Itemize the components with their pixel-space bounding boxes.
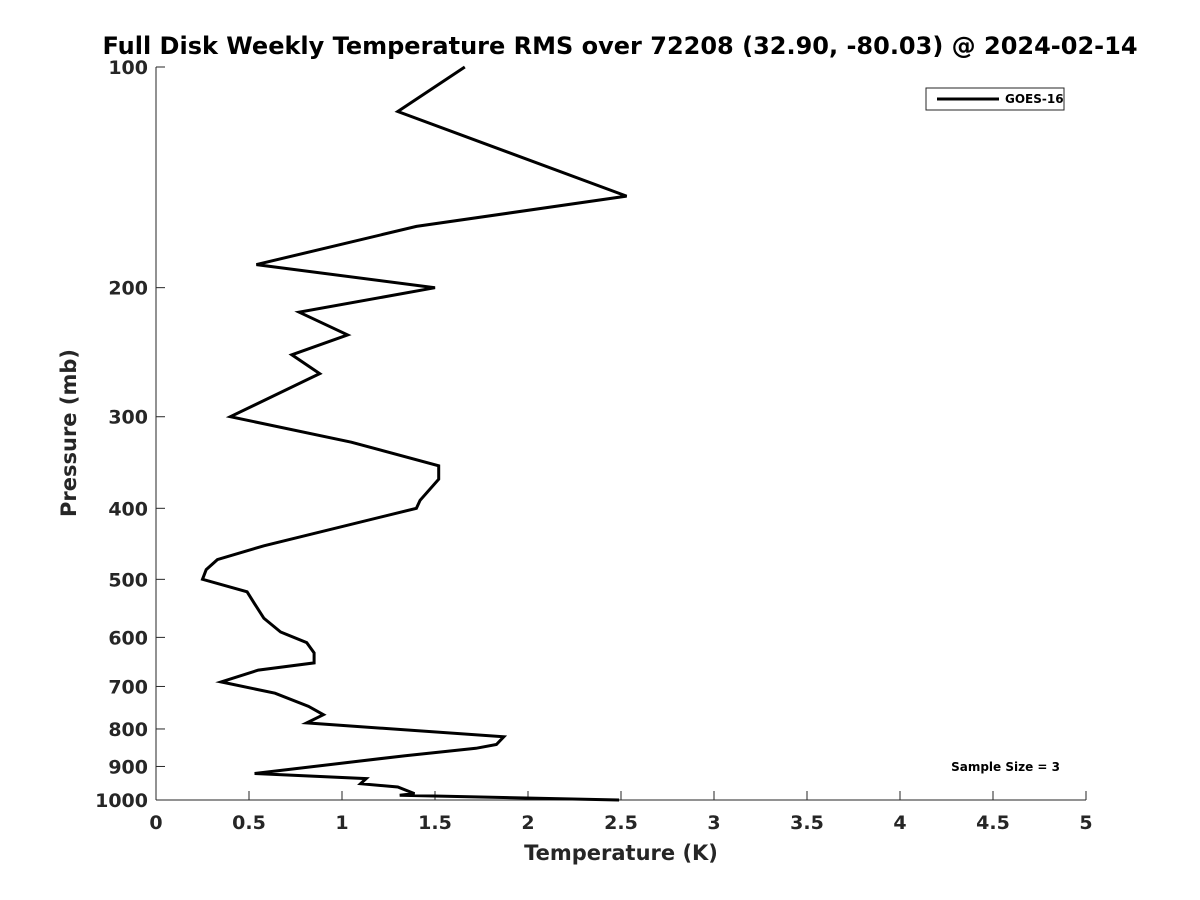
y-axis-label: Pressure (mb) — [57, 349, 81, 517]
x-tick-label: 2.5 — [604, 812, 638, 834]
sample-size-annotation: Sample Size = 3 — [951, 760, 1060, 774]
chart-title: Full Disk Weekly Temperature RMS over 72… — [102, 32, 1137, 60]
x-tick-label: 0 — [149, 812, 162, 834]
y-axis-ticks: 100 200 300 400 500 600 700 800 900 1000 — [95, 57, 165, 812]
x-tick-label: 1.5 — [418, 812, 452, 834]
y-tick-label: 500 — [108, 569, 148, 591]
x-tick-label: 3.5 — [790, 812, 824, 834]
x-axis-label: Temperature (K) — [524, 841, 718, 865]
x-tick-label: 4.5 — [976, 812, 1010, 834]
y-tick-label: 800 — [108, 719, 148, 741]
legend-label: GOES-16 — [1005, 92, 1064, 106]
y-tick-label: 1000 — [95, 790, 148, 812]
x-axis-ticks: 0 0.5 1 1.5 2 2.5 3 3.5 4 4.5 5 — [149, 791, 1093, 834]
y-tick-label: 400 — [108, 498, 148, 520]
x-tick-label: 5 — [1079, 812, 1092, 834]
y-tick-label: 100 — [108, 57, 148, 79]
y-tick-label: 600 — [108, 627, 148, 649]
x-tick-label: 0.5 — [232, 812, 266, 834]
x-tick-label: 2 — [521, 812, 534, 834]
y-tick-label: 200 — [108, 278, 148, 300]
x-tick-label: 4 — [893, 812, 906, 834]
series-line-goes-16 — [200, 65, 628, 802]
y-tick-label: 700 — [108, 676, 148, 698]
y-tick-label: 900 — [108, 756, 148, 778]
x-tick-label: 1 — [335, 812, 348, 834]
legend: GOES-16 — [925, 87, 1065, 111]
y-tick-label: 300 — [108, 407, 148, 429]
plot-area: 0 0.5 1 1.5 2 2.5 3 3.5 4 4.5 5 100 200 300 400 500 600… — [95, 57, 1093, 834]
x-tick-label: 3 — [707, 812, 720, 834]
